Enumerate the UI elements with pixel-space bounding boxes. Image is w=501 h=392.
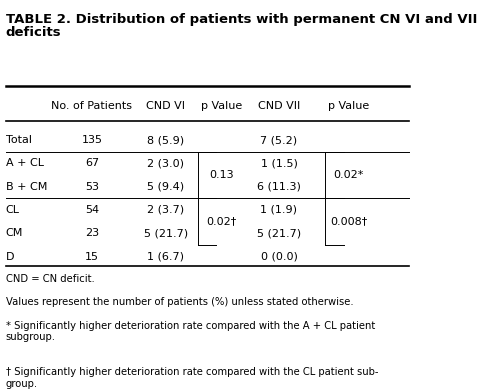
Text: 2 (3.7): 2 (3.7) <box>147 205 184 215</box>
Text: † Significantly higher deterioration rate compared with the CL patient sub-
grou: † Significantly higher deterioration rat… <box>6 367 378 389</box>
Text: 1 (6.7): 1 (6.7) <box>147 252 184 261</box>
Text: 0.13: 0.13 <box>209 170 233 180</box>
Text: No. of Patients: No. of Patients <box>52 101 132 111</box>
Text: D: D <box>6 252 14 261</box>
Text: 8 (5.9): 8 (5.9) <box>147 135 184 145</box>
Text: 1 (1.5): 1 (1.5) <box>261 158 298 169</box>
Text: 0.02*: 0.02* <box>334 170 364 180</box>
Text: A + CL: A + CL <box>6 158 44 169</box>
Text: 5 (21.7): 5 (21.7) <box>144 228 188 238</box>
Text: 5 (21.7): 5 (21.7) <box>257 228 301 238</box>
Text: Values represent the number of patients (%) unless stated otherwise.: Values represent the number of patients … <box>6 298 353 307</box>
Text: CND = CN deficit.: CND = CN deficit. <box>6 274 94 284</box>
Text: * Significantly higher deterioration rate compared with the A + CL patient
subgr: * Significantly higher deterioration rat… <box>6 321 375 342</box>
Text: CM: CM <box>6 228 23 238</box>
Text: 1 (1.9): 1 (1.9) <box>261 205 298 215</box>
Text: Total: Total <box>6 135 32 145</box>
Text: CL: CL <box>6 205 20 215</box>
Text: TABLE 2. Distribution of patients with permanent CN VI and VII: TABLE 2. Distribution of patients with p… <box>6 13 477 25</box>
Text: 5 (9.4): 5 (9.4) <box>147 182 184 192</box>
Text: 0.02†: 0.02† <box>206 217 236 227</box>
Text: CND VII: CND VII <box>258 101 300 111</box>
Text: 0.008†: 0.008† <box>330 217 368 227</box>
Text: 54: 54 <box>85 205 99 215</box>
Text: p Value: p Value <box>328 101 370 111</box>
Text: CND VI: CND VI <box>146 101 185 111</box>
Text: p Value: p Value <box>201 101 242 111</box>
Text: deficits: deficits <box>6 26 61 39</box>
Text: 6 (11.3): 6 (11.3) <box>257 182 301 192</box>
Text: 7 (5.2): 7 (5.2) <box>261 135 298 145</box>
Text: 67: 67 <box>85 158 99 169</box>
Text: B + CM: B + CM <box>6 182 47 192</box>
Text: 53: 53 <box>85 182 99 192</box>
Text: 2 (3.0): 2 (3.0) <box>147 158 184 169</box>
Text: 0 (0.0): 0 (0.0) <box>261 252 298 261</box>
Text: 135: 135 <box>81 135 102 145</box>
Text: 15: 15 <box>85 252 99 261</box>
Text: 23: 23 <box>85 228 99 238</box>
